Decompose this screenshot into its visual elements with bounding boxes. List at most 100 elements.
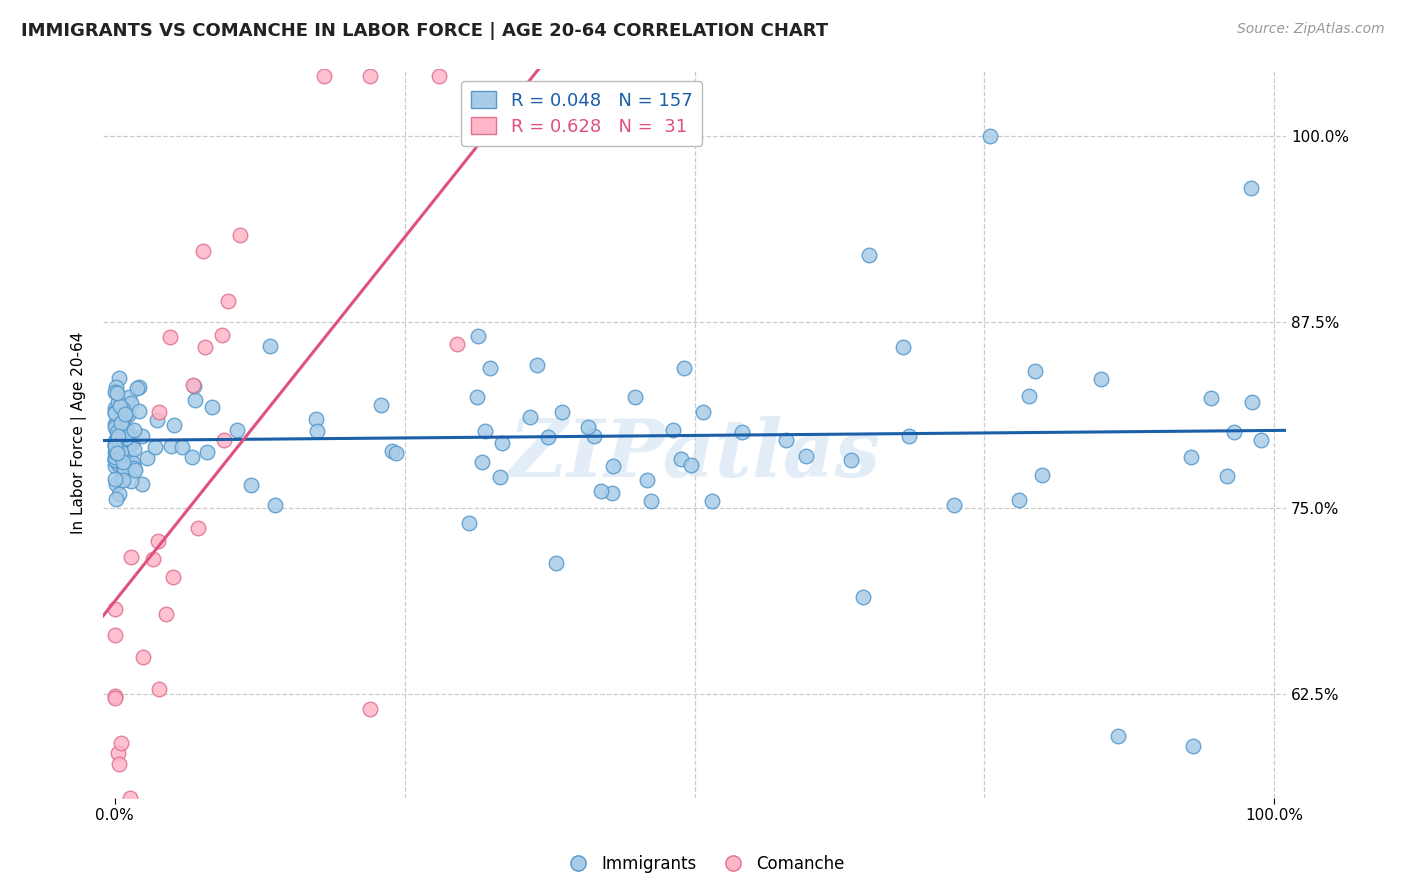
Point (488, 470, 510, 484)
Point (104, 438, 127, 452)
Point (104, 453, 127, 467)
Point (118, 450, 141, 465)
Point (381, 444, 404, 458)
Point (136, 451, 159, 466)
Point (478, 361, 501, 376)
Point (537, 430, 560, 444)
Point (702, 494, 724, 508)
Point (228, 228, 250, 243)
Point (305, 412, 328, 426)
Point (122, 423, 145, 437)
Point (104, 385, 127, 400)
Point (163, 417, 186, 432)
Point (105, 415, 128, 429)
Point (669, 452, 692, 467)
Point (105, 425, 128, 440)
Point (104, 690, 127, 705)
Point (187, 521, 209, 535)
Point (146, 533, 169, 548)
Point (105, 385, 128, 400)
Point (107, 429, 129, 443)
Point (602, 459, 624, 474)
Point (104, 445, 127, 459)
Point (128, 380, 150, 394)
Point (191, 244, 214, 258)
Point (110, 416, 132, 430)
Point (142, 551, 165, 566)
Point (112, 461, 135, 475)
Text: Source: ZipAtlas.com: Source: ZipAtlas.com (1237, 22, 1385, 37)
Point (131, 429, 153, 443)
Point (465, 390, 488, 404)
Point (131, 477, 153, 491)
Point (731, 425, 754, 440)
Point (852, 590, 875, 604)
Point (474, 424, 496, 438)
Point (195, 445, 218, 459)
Point (467, 329, 489, 343)
Point (118, 437, 141, 451)
Point (576, 420, 599, 434)
Point (661, 423, 683, 437)
Point (429, 69, 451, 83)
Point (105, 434, 128, 449)
Point (110, 444, 132, 458)
Point (104, 437, 127, 451)
Point (217, 294, 239, 309)
Point (1199, 392, 1222, 406)
Point (170, 441, 193, 455)
Point (600, 486, 623, 500)
Point (105, 454, 128, 468)
Point (118, 390, 141, 404)
Point (1223, 425, 1246, 439)
Text: ZIPatlas: ZIPatlas (509, 417, 880, 494)
Point (148, 405, 170, 419)
Point (370, 399, 392, 413)
Point (1180, 450, 1202, 464)
Point (111, 458, 134, 473)
Point (624, 390, 647, 404)
Point (105, 437, 128, 451)
Point (111, 421, 134, 435)
Point (107, 371, 129, 385)
Point (108, 399, 131, 413)
Point (155, 607, 177, 622)
Point (305, 424, 328, 438)
Point (636, 473, 658, 487)
Point (104, 689, 127, 703)
Point (519, 410, 541, 425)
Legend: Immigrants, Comanche: Immigrants, Comanche (554, 848, 852, 880)
Y-axis label: In Labor Force | Age 20-64: In Labor Force | Age 20-64 (72, 332, 87, 534)
Point (104, 417, 127, 431)
Point (794, 449, 817, 463)
Point (105, 379, 128, 393)
Point (122, 442, 145, 456)
Point (1216, 469, 1239, 483)
Text: IMMIGRANTS VS COMANCHE IN LABOR FORCE | AGE 20-64 CORRELATION CHART: IMMIGRANTS VS COMANCHE IN LABOR FORCE | … (21, 22, 828, 40)
Point (107, 440, 129, 454)
Point (107, 747, 129, 761)
Point (159, 439, 181, 453)
Point (108, 756, 131, 771)
Point (112, 473, 135, 487)
Point (104, 405, 127, 419)
Point (359, 702, 381, 716)
Point (107, 427, 129, 442)
Point (1031, 468, 1053, 483)
Point (107, 457, 129, 471)
Point (114, 408, 136, 422)
Point (128, 403, 150, 417)
Point (110, 736, 132, 750)
Point (240, 478, 263, 492)
Point (120, 549, 142, 564)
Point (446, 337, 468, 351)
Point (181, 378, 204, 392)
Point (211, 327, 233, 342)
Point (1107, 729, 1129, 743)
Point (148, 681, 170, 696)
Point (111, 425, 134, 439)
Point (162, 569, 184, 583)
Point (114, 452, 136, 467)
Point (108, 421, 131, 435)
Point (1018, 389, 1040, 403)
